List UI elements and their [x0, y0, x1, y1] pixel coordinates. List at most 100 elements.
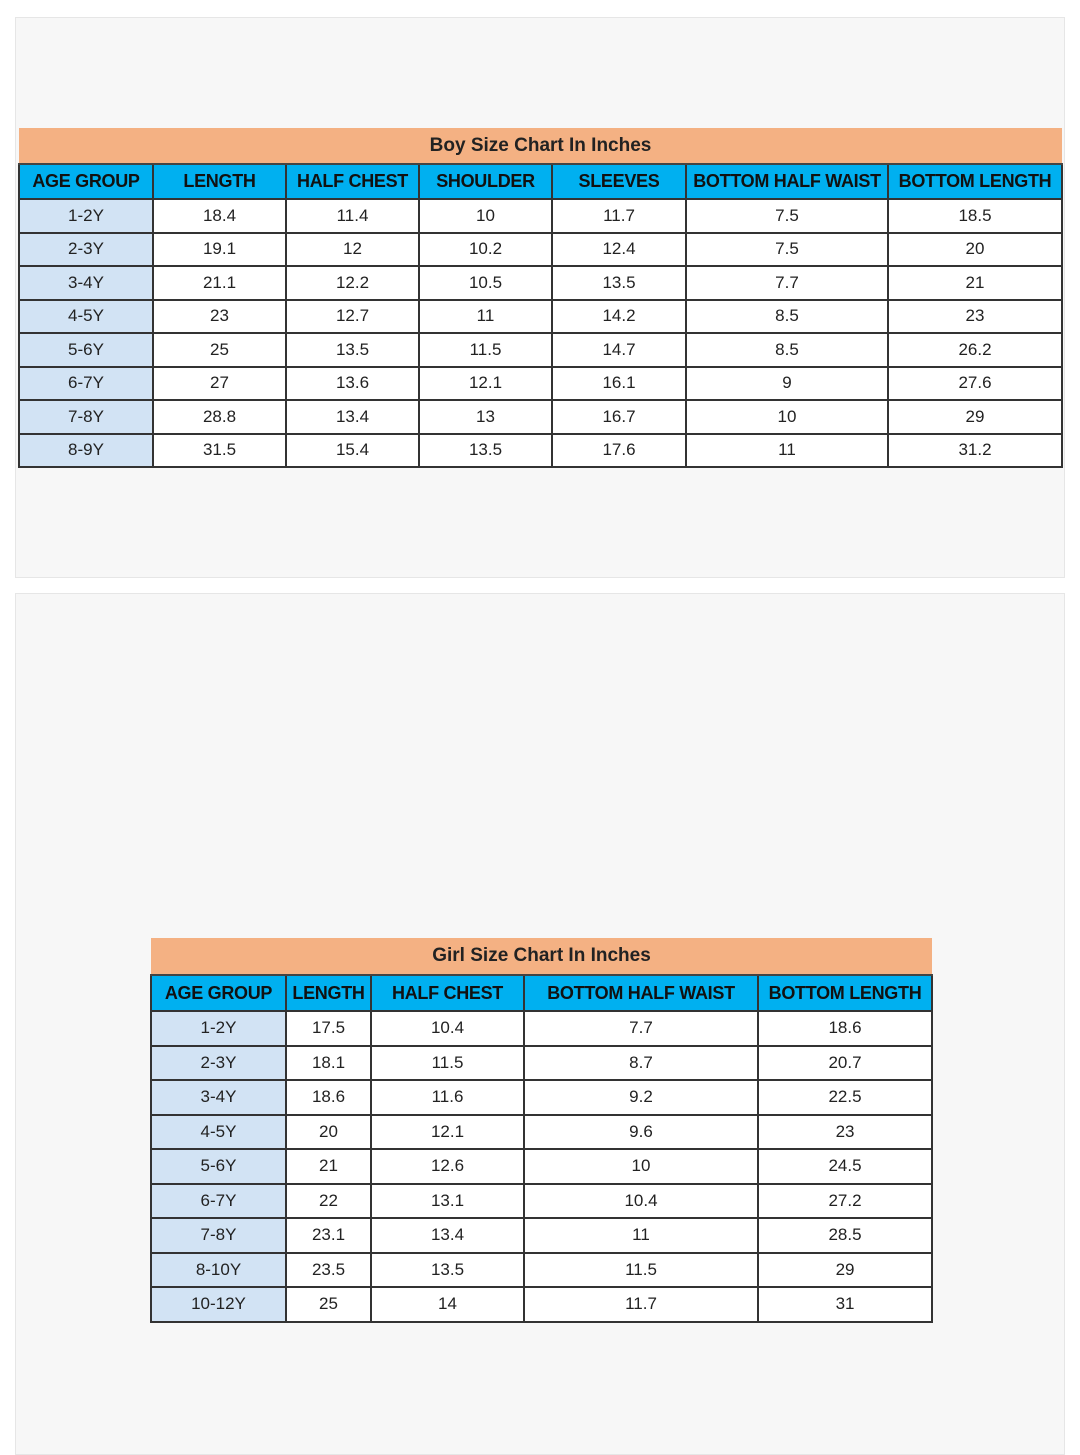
measurement-cell: 7.7: [685, 266, 889, 301]
measurement-cell: 13.1: [370, 1183, 525, 1219]
measurement-cell: 12.6: [370, 1149, 525, 1185]
table-row: 7-8Y 23.1 13.4 11 28.5: [150, 1218, 934, 1254]
measurement-cell: 21: [886, 266, 1064, 301]
measurement-cell: 12.1: [370, 1114, 525, 1150]
measurement-cell: 13.5: [551, 266, 687, 301]
measurement-cell: 22: [285, 1183, 372, 1219]
measurement-cell: 11.4: [285, 199, 420, 234]
measurement-cell: 13: [418, 400, 553, 435]
measurement-cell: 9.6: [523, 1114, 759, 1150]
measurement-cell: 12.2: [285, 266, 420, 301]
column-header: BOTTOM HALF WAIST: [685, 164, 889, 200]
column-header: SLEEVES: [551, 164, 687, 200]
measurement-cell: 23.5: [285, 1252, 372, 1288]
measurement-cell: 14.2: [551, 299, 687, 334]
measurement-cell: 19.1: [152, 232, 287, 267]
measurement-cell: 13.4: [370, 1218, 525, 1254]
measurement-cell: 26.2: [886, 333, 1064, 368]
measurement-cell: 27: [152, 366, 287, 401]
measurement-cell: 12.4: [551, 232, 687, 267]
measurement-cell: 18.5: [886, 199, 1064, 234]
measurement-cell: 14: [370, 1287, 525, 1323]
measurement-cell: 11.5: [370, 1045, 525, 1081]
measurement-cell: 13.5: [370, 1252, 525, 1288]
age-group-cell: 10-12Y: [150, 1287, 287, 1323]
measurement-cell: 24.5: [756, 1149, 934, 1185]
table-row: 2-3Y 19.1 12 10.2 12.4 7.5 20: [18, 232, 1064, 267]
age-group-cell: 5-6Y: [18, 333, 154, 368]
measurement-cell: 20.7: [756, 1045, 934, 1081]
table-row: 8-9Y 31.5 15.4 13.5 17.6 11 31.2: [18, 433, 1064, 468]
table-row: 6-7Y 22 13.1 10.4 27.2: [150, 1183, 934, 1219]
boy-size-table: Boy Size Chart In Inches AGE GROUP LENGTH H…: [18, 128, 1064, 468]
measurement-cell: 23.1: [285, 1218, 372, 1254]
measurement-cell: 18.6: [756, 1011, 934, 1047]
table-row: 7-8Y 28.8 13.4 13 16.7 10 29: [18, 400, 1064, 435]
measurement-cell: 29: [886, 400, 1064, 435]
column-header: LENGTH: [285, 975, 372, 1012]
age-group-cell: 8-10Y: [150, 1252, 287, 1288]
age-group-cell: 2-3Y: [18, 232, 154, 267]
measurement-cell: 13.6: [285, 366, 420, 401]
measurement-cell: 13.5: [418, 433, 553, 468]
column-header: AGE GROUP: [150, 975, 287, 1012]
measurement-cell: 8.5: [685, 299, 889, 334]
measurement-cell: 7.5: [685, 232, 889, 267]
measurement-cell: 12.1: [418, 366, 553, 401]
measurement-cell: 8.5: [685, 333, 889, 368]
measurement-cell: 22.5: [756, 1080, 934, 1116]
measurement-cell: 10: [418, 199, 553, 234]
table-row: 3-4Y 18.6 11.6 9.2 22.5: [150, 1080, 934, 1116]
measurement-cell: 12: [285, 232, 420, 267]
measurement-cell: 21: [285, 1149, 372, 1185]
table-row: 10-12Y 25 14 11.7 31: [150, 1287, 934, 1323]
measurement-cell: 18.1: [285, 1045, 372, 1081]
table-title: Girl Size Chart In Inches: [151, 938, 933, 976]
measurement-cell: 12.7: [285, 299, 420, 334]
measurement-cell: 23: [886, 299, 1064, 334]
age-group-cell: 1-2Y: [18, 199, 154, 234]
measurement-cell: 25: [152, 333, 287, 368]
measurement-cell: 21.1: [152, 266, 287, 301]
age-group-cell: 3-4Y: [150, 1080, 287, 1116]
measurement-cell: 11.7: [523, 1287, 759, 1323]
age-group-cell: 2-3Y: [150, 1045, 287, 1081]
measurement-cell: 10.5: [418, 266, 553, 301]
measurement-cell: 18.6: [285, 1080, 372, 1116]
measurement-cell: 27.2: [756, 1183, 934, 1219]
measurement-cell: 23: [152, 299, 287, 334]
table-row: 3-4Y 21.1 12.2 10.5 13.5 7.7 21: [18, 266, 1064, 301]
measurement-cell: 11: [523, 1218, 759, 1254]
table-row: 1-2Y 17.5 10.4 7.7 18.6: [150, 1011, 934, 1047]
table-row: 6-7Y 27 13.6 12.1 16.1 9 27.6: [18, 366, 1064, 401]
measurement-cell: 11.7: [551, 199, 687, 234]
measurement-cell: 10.4: [370, 1011, 525, 1047]
measurement-cell: 7.5: [685, 199, 889, 234]
measurement-cell: 31.5: [152, 433, 287, 468]
table-title: Boy Size Chart In Inches: [19, 128, 1063, 165]
measurement-cell: 15.4: [285, 433, 420, 468]
age-group-cell: 1-2Y: [150, 1011, 287, 1047]
age-group-cell: 5-6Y: [150, 1149, 287, 1185]
age-group-cell: 6-7Y: [150, 1183, 287, 1219]
column-header: HALF CHEST: [285, 164, 420, 200]
measurement-cell: 9: [685, 366, 889, 401]
age-group-cell: 4-5Y: [150, 1114, 287, 1150]
header-row: AGE GROUP LENGTH HALF CHEST SHOULDER SLEEVES…: [18, 164, 1064, 200]
column-header: BOTTOM LENGTH: [756, 975, 934, 1012]
column-header: HALF CHEST: [370, 975, 525, 1012]
table-row: 4-5Y 23 12.7 11 14.2 8.5 23: [18, 299, 1064, 334]
measurement-cell: 28.8: [152, 400, 287, 435]
table-row: 5-6Y 25 13.5 11.5 14.7 8.5 26.2: [18, 333, 1064, 368]
measurement-cell: 28.5: [756, 1218, 934, 1254]
measurement-cell: 10: [523, 1149, 759, 1185]
measurement-cell: 8.7: [523, 1045, 759, 1081]
measurement-cell: 14.7: [551, 333, 687, 368]
age-group-cell: 7-8Y: [150, 1218, 287, 1254]
measurement-cell: 11.5: [418, 333, 553, 368]
measurement-cell: 11: [685, 433, 889, 468]
column-header: SHOULDER: [418, 164, 553, 200]
measurement-cell: 20: [285, 1114, 372, 1150]
column-header: BOTTOM LENGTH: [886, 164, 1064, 200]
measurement-cell: 11: [418, 299, 553, 334]
